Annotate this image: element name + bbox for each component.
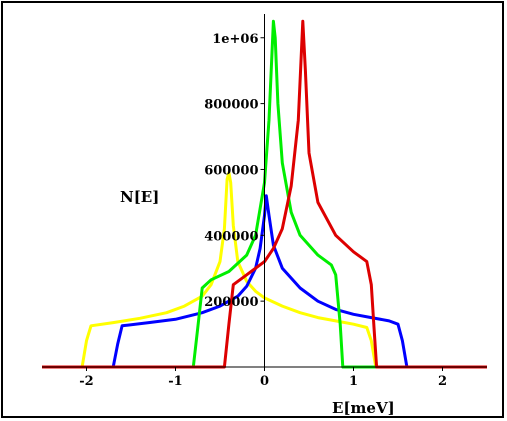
- x-tick-labels: -2 -1 0 1 2: [79, 374, 447, 389]
- y-tick-label: 1e+06: [212, 32, 258, 47]
- y-axis-title: N[E]: [120, 188, 159, 206]
- series-curves: [42, 19, 487, 369]
- y-tick-labels: 200000 400000 600000 800000 1e+06: [204, 32, 258, 310]
- x-tick-label: 2: [438, 374, 447, 389]
- series-line-2: [42, 194, 487, 369]
- y-tick-label: 200000: [204, 295, 258, 310]
- y-tick-label: 800000: [204, 98, 258, 113]
- series-line-4: [42, 19, 487, 369]
- series-line-1: [42, 171, 487, 369]
- y-tick-label: 400000: [204, 229, 258, 244]
- series-line-3: [42, 19, 487, 369]
- x-tick-label: -1: [168, 374, 182, 389]
- x-axis-title: E[meV]: [332, 399, 395, 417]
- x-tick-label: -2: [79, 374, 93, 389]
- x-tick-label: 0: [260, 374, 269, 389]
- y-tick-label: 600000: [204, 163, 258, 178]
- axis-ticks: [86, 37, 443, 371]
- x-tick-label: 1: [349, 374, 358, 389]
